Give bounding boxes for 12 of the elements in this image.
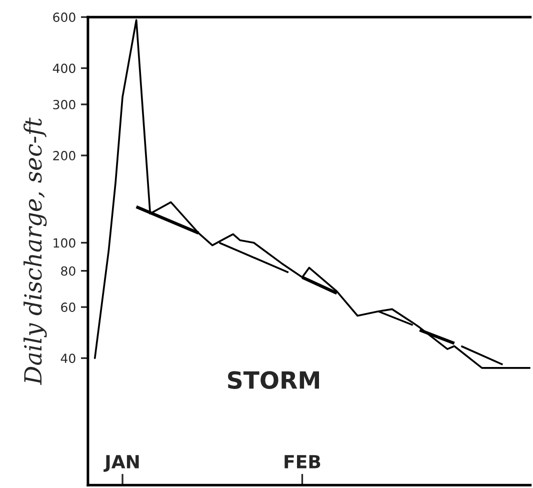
y-tick-label: 200	[53, 150, 76, 160]
y-tick-label: 100	[54, 238, 76, 248]
y-tick-label: 600	[53, 12, 76, 22]
y-axis-title: Daily discharge, sec-ft	[24, 117, 47, 386]
x-tick-label: FEB	[284, 455, 320, 468]
annotation: STORM	[228, 371, 319, 389]
x-tick-label: JAN	[104, 455, 139, 472]
y-tick-label: 300	[53, 100, 76, 110]
y-tick-label: 40	[60, 354, 76, 364]
y-tick-label: 60	[61, 302, 76, 312]
y-tick-label: 400	[52, 64, 76, 74]
y-tick-label: 80	[61, 266, 76, 276]
